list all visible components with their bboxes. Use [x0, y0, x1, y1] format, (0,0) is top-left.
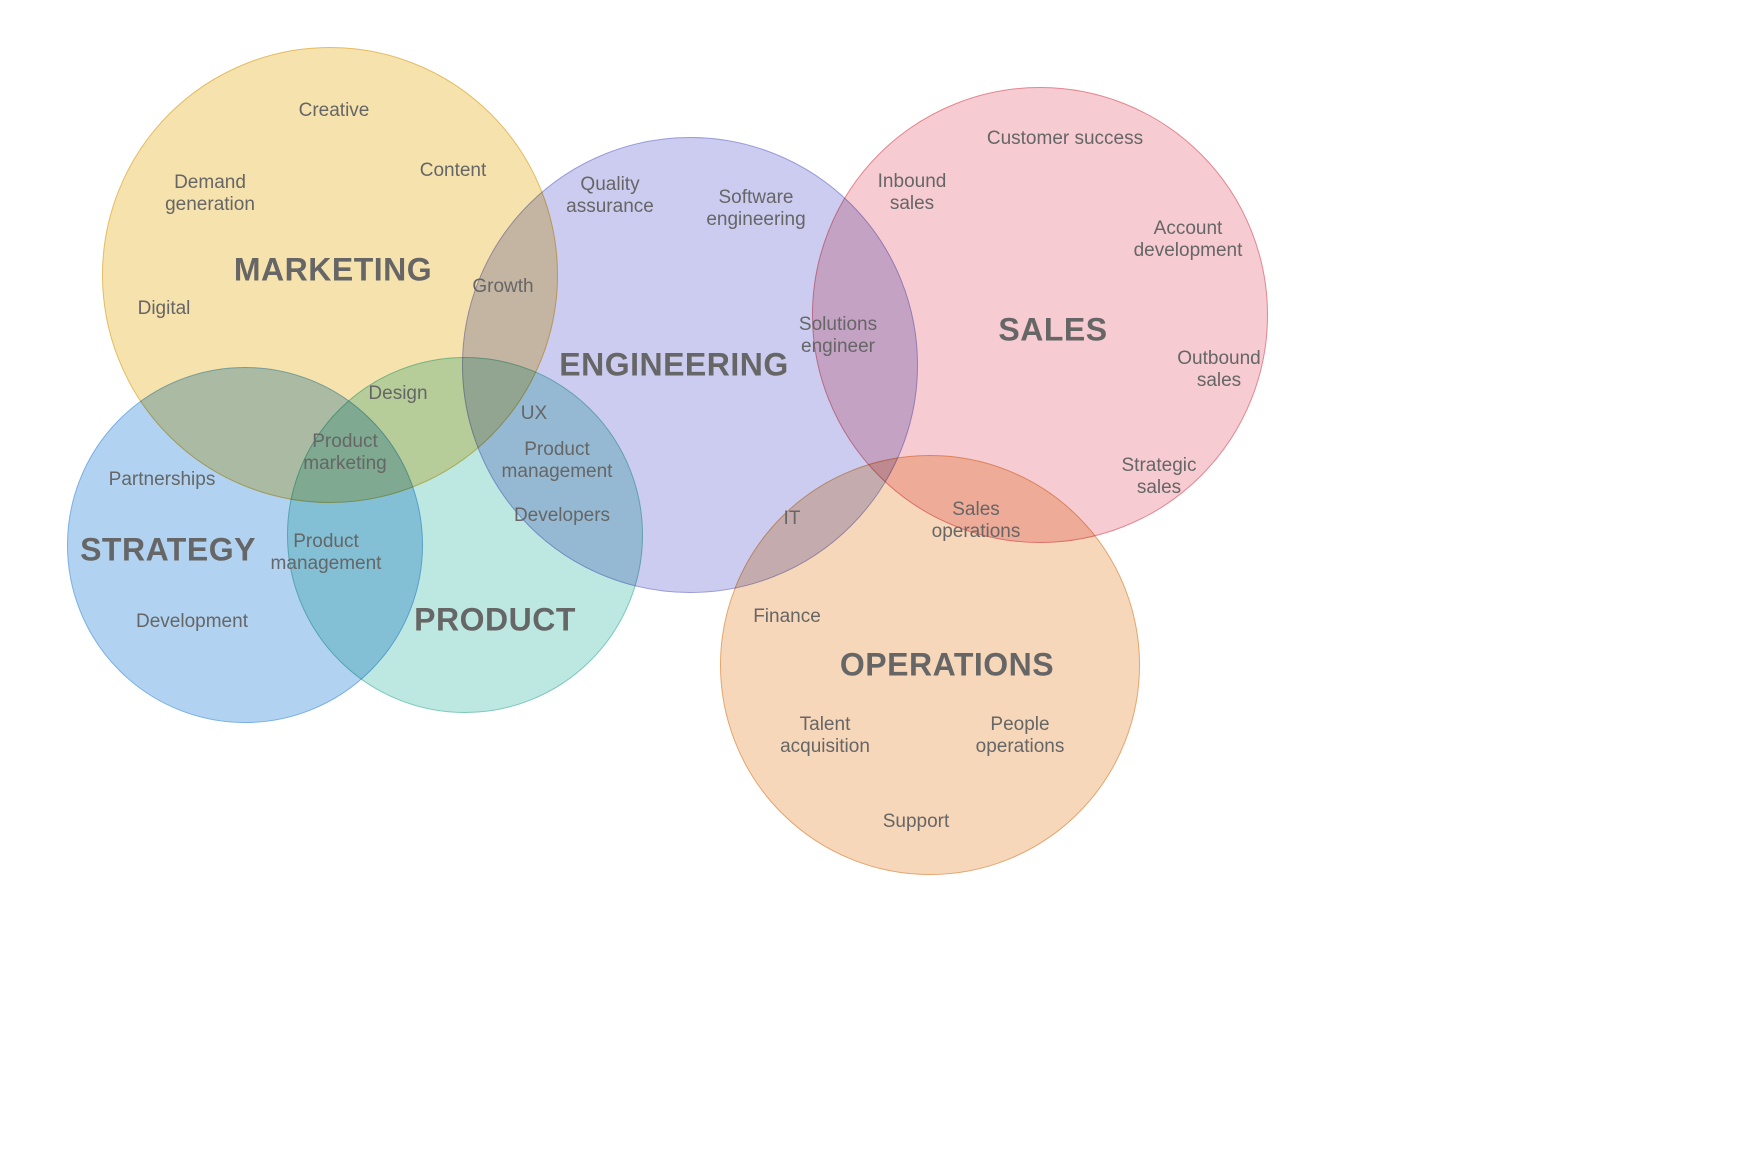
label-strategic-sales: Strategic sales [1122, 455, 1197, 499]
product-title: PRODUCT [414, 602, 576, 639]
label-product-management-2: Product management [271, 531, 382, 575]
label-creative: Creative [299, 100, 370, 122]
sales-title: SALES [998, 312, 1107, 349]
label-inbound-sales: Inbound sales [878, 171, 947, 215]
label-partnerships: Partnerships [109, 469, 216, 491]
label-demand-generation: Demand generation [165, 172, 255, 216]
marketing-title: MARKETING [234, 252, 432, 289]
strategy-title: STRATEGY [80, 532, 256, 569]
label-it: IT [784, 508, 801, 530]
label-finance: Finance [753, 606, 821, 628]
label-product-marketing: Product marketing [303, 431, 386, 475]
label-account-development: Account development [1134, 218, 1243, 262]
label-talent-acquisition: Talent acquisition [780, 714, 870, 758]
venn-diagram: MARKETING ENGINEERING SALES STRATEGY PRODUCT… [0, 0, 1738, 1151]
engineering-title: ENGINEERING [559, 347, 789, 384]
label-development: Development [136, 611, 248, 633]
label-people-operations: People operations [976, 714, 1065, 758]
label-design: Design [368, 383, 427, 405]
label-product-management-1: Product management [502, 439, 613, 483]
label-quality-assurance: Quality assurance [566, 174, 654, 218]
label-solutions-engineer: Solutions engineer [799, 314, 877, 358]
label-software-engineering: Software engineering [706, 187, 805, 231]
label-growth: Growth [472, 276, 533, 298]
label-support: Support [883, 811, 950, 833]
label-content: Content [420, 160, 487, 182]
operations-title: OPERATIONS [840, 647, 1054, 684]
label-ux: UX [521, 403, 547, 425]
label-developers: Developers [514, 505, 610, 527]
label-sales-operations: Sales operations [932, 499, 1021, 543]
label-outbound-sales: Outbound sales [1177, 348, 1260, 392]
label-customer-success: Customer success [987, 128, 1143, 150]
label-digital: Digital [138, 298, 191, 320]
